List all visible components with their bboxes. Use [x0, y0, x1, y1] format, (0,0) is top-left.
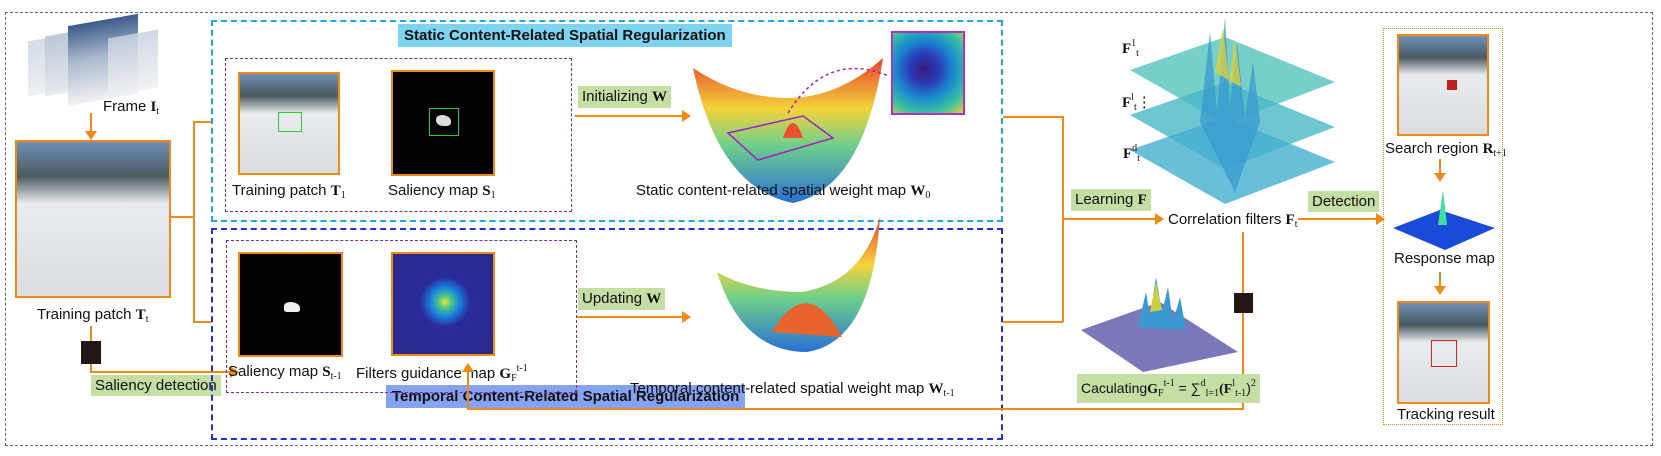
static-saliency-map-label: Saliency map S1 — [388, 182, 496, 201]
arrow-down-icon — [1434, 286, 1446, 295]
filters-guidance-map-label: Filters guidance map GFt-1 — [356, 363, 528, 384]
training-patch-image — [15, 140, 171, 298]
arrow-right-icon — [1155, 213, 1164, 225]
training-patch-label: Training patch Tt — [37, 306, 149, 325]
static-training-patch-image — [238, 72, 340, 175]
arrow-right-icon — [230, 366, 239, 378]
detection-box — [1383, 28, 1503, 425]
search-region-label: Search region Rt+1 — [1385, 140, 1507, 159]
static-title: Static Content-Related Spatial Regulariz… — [398, 24, 732, 47]
junction-square — [81, 341, 101, 364]
filters-guidance-map-image — [391, 252, 495, 356]
arrow-right-icon — [682, 110, 691, 122]
response-map-plot — [1393, 190, 1495, 250]
tracking-result-label: Tracking result — [1397, 406, 1495, 423]
temporal-inner-box — [226, 240, 577, 393]
temporal-regularization-box — [211, 228, 1003, 440]
static-training-patch-label: Training patch T1 — [232, 182, 346, 201]
static-weight-map-image — [891, 31, 965, 115]
temporal-saliency-map-image — [238, 252, 343, 357]
calculating-formula-label: CaculatingGFt-1 = ∑dl=1(Flt-1)2 — [1077, 374, 1260, 403]
arrow-up-icon — [462, 363, 474, 372]
arrow-down-icon — [1434, 173, 1446, 182]
temporal-weight-surface — [717, 217, 880, 352]
static-saliency-map-image — [391, 70, 495, 176]
updating-w-label: Updating W — [578, 288, 666, 310]
response-map-label: Response map — [1394, 250, 1495, 267]
tracking-result-image — [1397, 301, 1490, 404]
filter-layer-label-d: Fdt — [1123, 143, 1140, 164]
filter-layer-label-l: Flt⋮ — [1122, 92, 1152, 113]
frame-label: Frame It — [103, 98, 160, 117]
static-inner-box — [225, 58, 572, 212]
frame-stack — [28, 12, 160, 112]
static-regularization-box — [211, 20, 1003, 222]
static-weight-surface — [693, 58, 888, 203]
temporal-weight-map-label: Temporal content-related spatial weight … — [630, 380, 955, 399]
search-region-image — [1397, 34, 1489, 136]
saliency-detection-label: Saliency detection — [91, 375, 221, 396]
arrow-right-icon — [682, 311, 691, 323]
learning-f-label: Learning F — [1071, 189, 1151, 211]
static-weight-map-label: Static content-related spatial weight ma… — [636, 182, 931, 201]
initializing-w-label: Initializing W — [578, 86, 672, 108]
arrow-right-icon — [1376, 213, 1385, 225]
filter-layer-label-1: F1t — [1122, 38, 1139, 59]
outer-frame — [5, 12, 1653, 446]
arrow-down-icon — [85, 131, 97, 140]
correlation-filters-stack — [1130, 17, 1335, 204]
guidance-surface-plot — [1081, 277, 1238, 372]
correlation-filters-label: Correlation filters Ft — [1168, 211, 1298, 230]
temporal-saliency-map-label: Saliency map St-1 — [228, 363, 342, 382]
detection-label: Detection — [1308, 191, 1380, 212]
junction-square — [1234, 293, 1253, 313]
